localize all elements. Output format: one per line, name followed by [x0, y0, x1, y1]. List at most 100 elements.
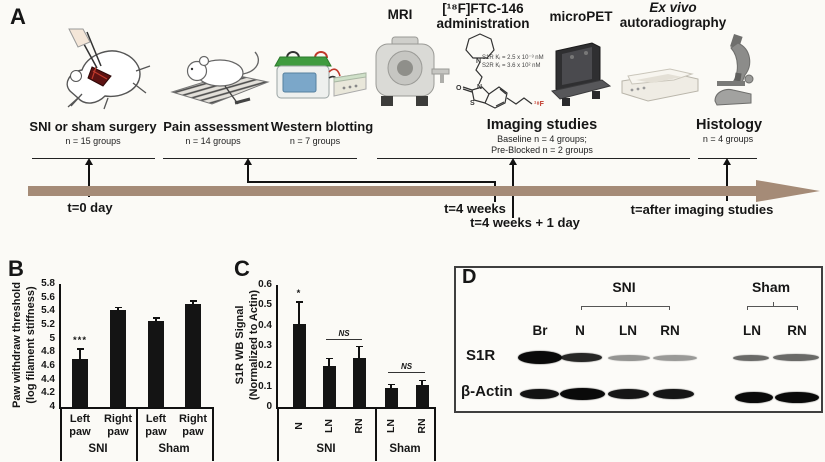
panel-b-category-label: Right paw: [178, 413, 208, 438]
panel-b-y-tick: 5.6: [41, 291, 55, 303]
tracer-label-line2: administration: [436, 16, 530, 31]
panel-d-s1r-band: [608, 355, 650, 361]
tracer-affinity-line1: S1R Kᵢ = 2.5 x 10⁻³ nM: [482, 55, 544, 61]
bracket-pain-wb: [163, 158, 357, 159]
panel-d-lane-label: RN: [660, 323, 680, 338]
panel-b-y-tick: 4.4: [41, 373, 55, 385]
panel-d-row-s1r: S1R: [466, 347, 496, 364]
panel-b-y-tick: 4.6: [41, 360, 55, 371]
panel-c-error-bar: [358, 346, 360, 359]
panel-c-ns-bridge: [388, 372, 425, 374]
panel-d-bracket-tick: [581, 306, 582, 310]
timepoint-t0: t=0 day: [67, 200, 113, 215]
panel-c-error-bar: [298, 301, 300, 324]
panel-d-actin-band: [775, 392, 819, 403]
step-pain-assessment: Pain assessment: [163, 119, 269, 134]
panel-c-significance: *: [296, 288, 302, 300]
step-wb-n: n = 7 groups: [289, 136, 341, 146]
panel-b-group-divider: [212, 407, 214, 461]
panel-c-bar: [384, 387, 398, 407]
panel-b-y-tick: 4: [49, 401, 55, 412]
svg-text:N: N: [477, 84, 482, 91]
arrow-t4w-head: [244, 158, 252, 165]
panel-d-bracket-tick: [772, 302, 774, 306]
panel-d-label: D: [462, 266, 477, 288]
panel-b-group-divider: [136, 407, 138, 461]
panel-c-bar: [322, 366, 336, 407]
panel-d-actin-band: [735, 392, 773, 403]
panel-c-ns-bridge: [326, 338, 362, 340]
panel-b-error-bar: [155, 317, 157, 321]
panel-c-y-tick: 0.3: [258, 340, 272, 351]
panel-b-y-tick: 5.2: [41, 319, 55, 330]
panel-c-category-label: LN: [323, 419, 335, 433]
panel-b-category-label: Right paw: [103, 413, 133, 438]
bracket-surgery: [32, 158, 155, 159]
panel-b-y-tick: 5.8: [41, 278, 55, 289]
step-sni-surgery: SNI or sham surgery: [29, 119, 157, 134]
step-histology: Histology: [695, 117, 763, 133]
panel-c-bar: [415, 384, 429, 407]
timepoint-tafter: t=after imaging studies: [630, 202, 774, 217]
panel-d-bracket-tick: [625, 302, 627, 306]
panel-c-bar: [292, 323, 306, 407]
step-imaging-n2: Pre-Blocked n = 2 groups: [491, 145, 593, 155]
panel-d-bracket: [581, 306, 670, 307]
panel-b-y-tick: 5: [49, 332, 55, 344]
step-histology-n: n = 4 groups: [702, 134, 754, 144]
panel-c-error-bar: [390, 384, 392, 388]
panel-d-group-header: Sham: [751, 279, 791, 295]
surgery-illustration: [66, 28, 151, 110]
mri-label: MRI: [387, 7, 413, 22]
arrow-tafter-head: [723, 158, 731, 165]
panel-b-label: B: [8, 256, 24, 281]
panel-c-y-tick: 0.4: [258, 319, 272, 331]
panel-c-error-bar-cap: [418, 380, 426, 382]
panel-d-actin-band: [520, 389, 559, 399]
panel-c-error-bar: [328, 358, 330, 367]
panel-c-error-bar-cap: [295, 301, 303, 303]
f18-radiolabel: ¹⁸F: [534, 101, 545, 108]
panel-b-significance: ***: [72, 335, 88, 347]
microscope: [714, 34, 754, 106]
panel-b-group-sni: SNI: [88, 443, 108, 455]
panel-d-blot-box: [454, 266, 823, 413]
autoradiography-scanner: [621, 68, 699, 102]
panel-b-bar: [148, 320, 164, 407]
panel-c-y-tick: 0.5: [258, 299, 272, 311]
panel-c-error-bar: [421, 380, 423, 385]
panel-d-lane-label: RN: [787, 323, 807, 338]
panel-c-category-label: N: [293, 422, 305, 430]
exvivo-label-line2: autoradiography: [619, 15, 727, 30]
panel-c-category-label: LN: [385, 419, 397, 433]
mri-scanner: [375, 36, 450, 106]
panel-d-row-actin: β-Actin: [461, 383, 513, 400]
timeline-arrow-body: [28, 186, 758, 196]
panel-c-y-tick: 0.2: [258, 360, 272, 372]
timeline-arrowhead: [756, 180, 820, 202]
panel-c-y-tick: 0.6: [258, 279, 272, 290]
tracer-affinity-line2: S2R Kᵢ = 3.6 x 10² nM: [482, 63, 541, 69]
panel-c-bar: [352, 358, 366, 407]
panel-b-category-label: Left paw: [69, 413, 91, 438]
ftc146-chemical-structure: N N S O ¹⁸F: [456, 33, 545, 109]
panel-c-x-axis: [276, 407, 435, 409]
panel-b-y-tick: 5.4: [41, 305, 55, 317]
panel-d-bracket-tick: [669, 306, 670, 310]
arrow-tafter-line: [726, 164, 728, 201]
svg-text:S: S: [470, 100, 475, 107]
panel-c-error-bar-cap: [355, 346, 363, 348]
arrow-t4w1d-head: [509, 158, 517, 165]
tracer-label-line1: [¹⁸F]FTC-146: [442, 1, 524, 16]
panel-b-bar: [110, 309, 126, 407]
panel-c-y-tick: 0.1: [258, 380, 272, 392]
panel-d-actin-band: [560, 388, 605, 400]
micropet-label: microPET: [549, 9, 613, 24]
step-sni-n: n = 15 groups: [65, 136, 121, 146]
panel-b-bar: [72, 359, 88, 407]
panel-d-s1r-band: [518, 351, 562, 364]
panel-b-error-bar-cap: [76, 348, 84, 350]
panel-b-y-tick: 4.2: [41, 387, 55, 399]
panel-c-y-axis: [276, 285, 278, 408]
